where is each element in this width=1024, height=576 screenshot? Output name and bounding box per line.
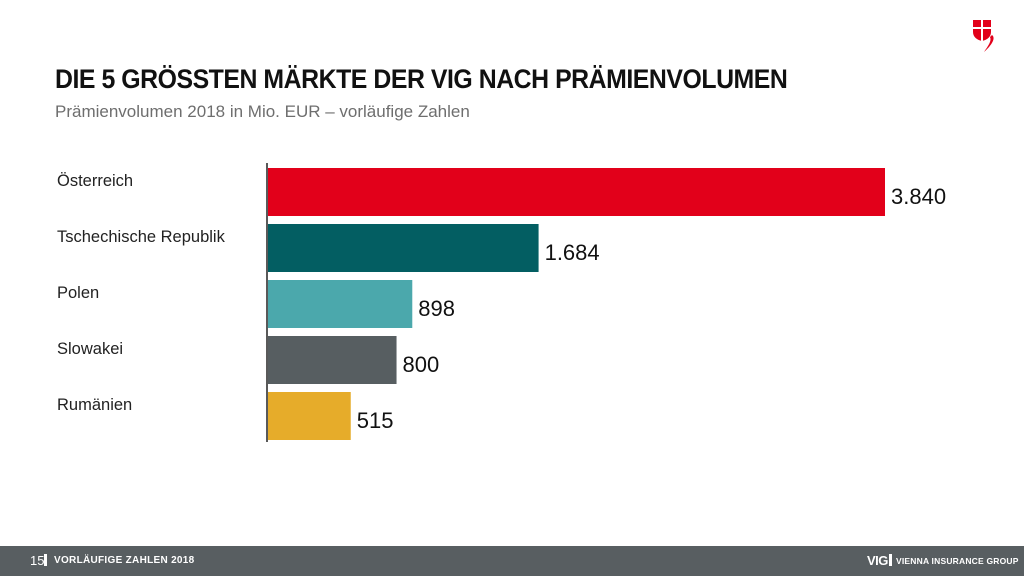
category-label: Slowakei — [57, 340, 123, 358]
footer-bar: 15 VORLÄUFIGE ZAHLEN 2018 VIG VIENNA INS… — [0, 546, 1024, 576]
bar-0 — [268, 168, 885, 216]
category-label: Österreich — [57, 172, 133, 190]
bar-3 — [268, 336, 397, 384]
vig-shield-logo-icon — [973, 20, 994, 52]
value-label: 1.684 — [545, 240, 600, 265]
bar-4 — [268, 392, 351, 440]
footer-left-text: VORLÄUFIGE ZAHLEN 2018 — [54, 555, 195, 566]
bar-chart: Österreich 3.840 Tschechische Republik 1.68… — [57, 163, 946, 442]
category-label: Polen — [57, 284, 99, 302]
value-label: 3.840 — [891, 184, 946, 209]
bar-2 — [268, 280, 413, 328]
bar-1 — [268, 224, 539, 272]
category-label: Tschechische Republik — [57, 228, 226, 246]
category-label: Rumänien — [57, 396, 132, 414]
page-number: 15 — [30, 553, 45, 568]
value-label: 800 — [403, 352, 440, 377]
footer-divider — [44, 554, 47, 566]
footer-brand-long: VIENNA INSURANCE GROUP — [896, 556, 1019, 566]
page-subtitle: Prämienvolumen 2018 in Mio. EUR – vorläu… — [55, 102, 470, 121]
value-label: 515 — [357, 408, 394, 433]
page-title: DIE 5 GRÖSSTEN MÄRKTE DER VIG NACH PRÄMI… — [55, 64, 788, 94]
footer-brand-short: VIG — [867, 553, 888, 568]
footer-brand-divider — [889, 554, 892, 566]
value-label: 898 — [418, 296, 455, 321]
